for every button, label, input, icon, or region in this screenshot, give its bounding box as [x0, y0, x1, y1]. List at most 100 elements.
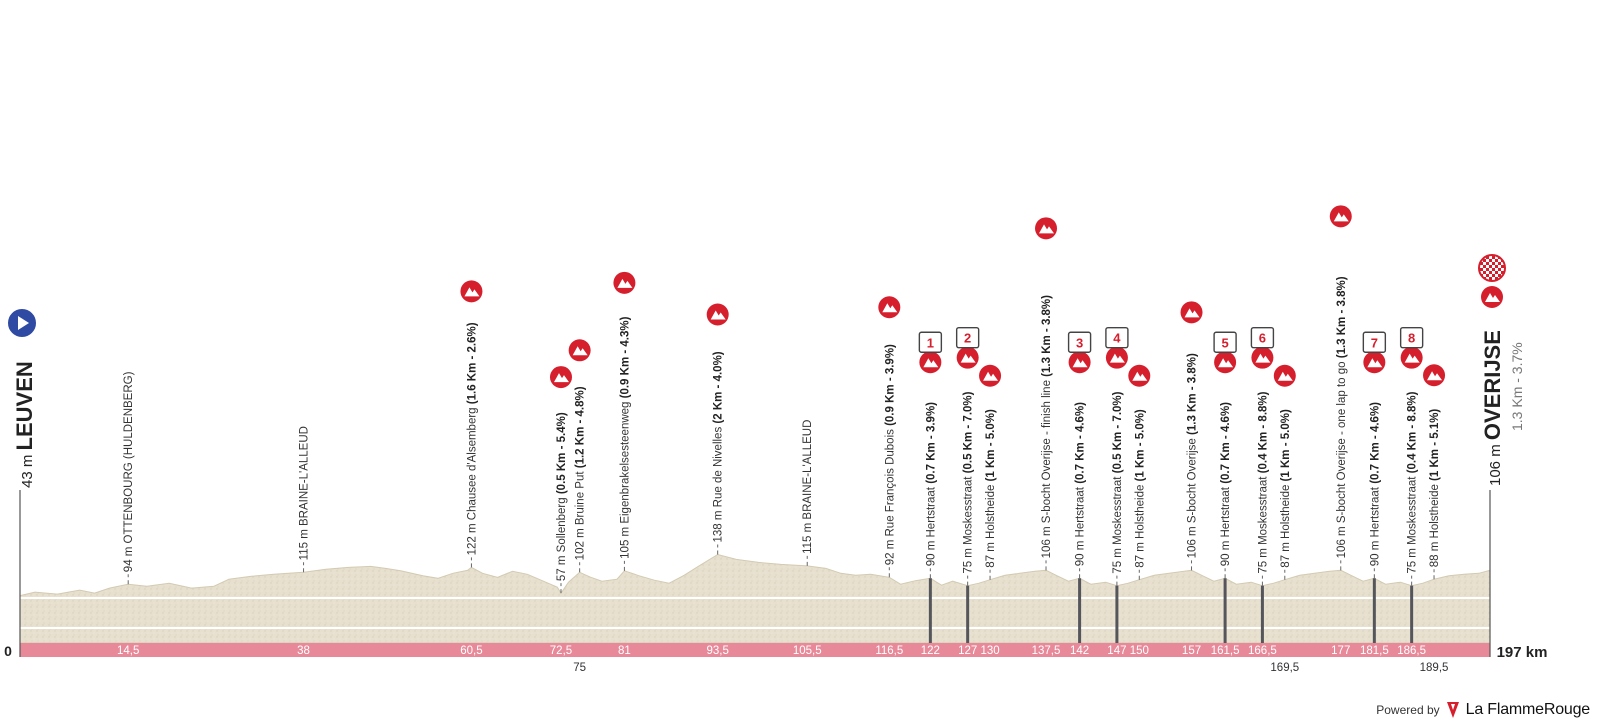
waypoint-label: 87 m Holstheide (1 Km - 5.0%): [1134, 409, 1146, 568]
waypoint-climb-name: 75 m Moskesstraat: [1407, 473, 1419, 573]
waypoint-label: 138 m Rue de Nivelles (2 Km - 4.0%): [713, 351, 725, 542]
waypoint-climb-name: 105 m Eigenbrakelsesteenweg: [619, 398, 631, 558]
mountain-icon: [1404, 353, 1420, 363]
mountain-icon: [1039, 224, 1055, 234]
waypoint-2: 122 m Chausee d'Alsemberg (1.6 Km - 2.6%…: [460, 280, 483, 568]
lap-badge-box: [918, 331, 943, 353]
finish-flag-circle: [1478, 254, 1506, 282]
waypoint-3: 57 m Sollenberg (0.5 Km - 5.4%): [549, 366, 572, 594]
mountain-icon: [553, 373, 569, 383]
cobble-sector-bar: [1115, 585, 1119, 643]
waypoint-1: 115 m BRAINE-L'ALLEUD: [299, 426, 311, 573]
waypoint-7: 115 m BRAINE-L'ALLEUD: [802, 420, 814, 566]
waypoint-label: 75 m Moskesstraat (0.5 Km - 7.0%): [1112, 391, 1124, 573]
finish-climb-marker-icon: [1481, 286, 1503, 308]
distance-tick-label: 186,5: [1397, 645, 1426, 657]
lap-badge-number: 5: [1221, 335, 1228, 350]
waypoint-climb-name: 87 m Holstheide: [985, 481, 997, 567]
waypoint-label: 87 m Holstheide (1 Km - 5.0%): [985, 409, 997, 568]
waypoint-climb-stats: (1.3 Km - 3.8%): [1041, 295, 1053, 377]
climb-marker-icon: [1400, 346, 1423, 369]
waypoint-climb-name: 106 m S-bocht Overijse - one lap to go: [1336, 358, 1348, 558]
play-arrow-icon: [18, 316, 29, 330]
distance-tick-label: 72,5: [550, 645, 572, 657]
waypoint-climb-stats: (0.7 Km - 3.9%): [925, 402, 937, 484]
waypoint-climb-name: 90 m Hertstraat: [1075, 484, 1087, 566]
finish-altitude: 106 m: [1487, 440, 1504, 486]
distance-tick-label: 116,5: [875, 645, 903, 657]
climb-marker-icon: [956, 346, 979, 369]
mountain-icon: [1072, 358, 1088, 368]
waypoint-label: 102 m Bruine Put (1.2 Km - 4.8%): [575, 386, 587, 560]
climb-marker-icon: [1423, 364, 1446, 387]
climb-marker-icon: [979, 364, 1002, 387]
lap-badge-box: [1213, 331, 1237, 353]
climb-marker-icon: [613, 271, 636, 294]
waypoint-climb-name: 75 m Moskesstraat: [963, 473, 975, 573]
distance-start-label: 0: [4, 643, 12, 659]
waypoint-10: 75 m Moskesstraat (0.5 Km - 7.0%) 2: [955, 326, 980, 643]
mountain-icon: [1132, 371, 1148, 381]
waypoint-12: 106 m S-bocht Overijse - finish line (1.…: [1035, 217, 1058, 571]
waypoint-label: 122 m Chausee d'Alsemberg (1.6 Km - 2.6%…: [466, 322, 478, 555]
waypoint-climb-stats: (1 Km - 5.0%): [1280, 409, 1292, 481]
waypoint-climb-stats: (0.5 Km - 7.0%): [963, 391, 975, 473]
cobble-sector-bar: [1410, 585, 1414, 643]
waypoint-climb-stats: (1 Km - 5.1%): [1429, 409, 1441, 481]
distance-baseline-strip: [20, 643, 1490, 657]
mountain-icon: [1109, 353, 1125, 363]
lap-badge-box: [955, 326, 980, 349]
waypoint-climb-stats: (0.4 Km - 8.8%): [1257, 391, 1269, 473]
mountain-icon: [617, 278, 633, 288]
waypoint-15: 87 m Holstheide (1 Km - 5.0%): [1128, 364, 1151, 580]
waypoint-climb-name: 75 m Moskesstraat: [1112, 473, 1124, 573]
distance-finish-label: 197 km: [1497, 644, 1548, 661]
waypoint-climb-name: 90 m Hertstraat: [925, 484, 937, 566]
lap-badge-number: 2: [964, 331, 971, 346]
distance-tick-label: 127: [958, 645, 977, 657]
climb-marker-icon: [1180, 301, 1203, 324]
waypoint-climb-stats: (1.3 Km - 3.8%): [1336, 276, 1348, 358]
distance-tick-label: 122: [921, 645, 940, 657]
waypoint-22: 75 m Moskesstraat (0.4 Km - 8.8%) 8: [1399, 326, 1424, 643]
waypoint-place-text: 115 m BRAINE-L'ALLEUD: [299, 426, 311, 560]
waypoint-label: 90 m Hertstraat (0.7 Km - 4.6%): [1075, 402, 1087, 566]
cobble-sector-bar: [928, 578, 932, 643]
mountain-icon: [1255, 353, 1271, 363]
waypoint-label: 106 m S-bocht Overijse - one lap to go (…: [1336, 276, 1348, 558]
lap-badge-box: [1105, 326, 1129, 349]
finish-town: OVERIJSE: [1480, 330, 1505, 440]
waypoint-label: 90 m Hertstraat (0.7 Km - 4.6%): [1369, 402, 1381, 566]
climb-marker-icon: [1329, 205, 1352, 228]
waypoint-5: 105 m Eigenbrakelsesteenweg (0.9 Km - 4.…: [613, 271, 636, 571]
finish-climb-info: 1.3 Km - 3.7%: [1509, 342, 1525, 431]
lap-badge: 2: [955, 326, 980, 349]
waypoint-13: 90 m Hertstraat (0.7 Km - 4.6%) 3: [1067, 331, 1092, 643]
waypoint-climb-stats: (0.7 Km - 4.6%): [1220, 402, 1232, 484]
cobble-sector-bar: [1260, 585, 1264, 643]
waypoint-label: 115 m BRAINE-L'ALLEUD: [802, 420, 814, 554]
distance-tick-label: 38: [297, 645, 310, 657]
cobble-sector-bar: [1078, 578, 1082, 643]
mountain-icon: [1218, 358, 1234, 368]
waypoint-climb-stats: (1.2 Km - 4.8%): [575, 386, 587, 468]
lap-badge: 5: [1213, 331, 1237, 353]
climb-marker-icon: [706, 303, 729, 326]
waypoint-climb-stats: (2 Km - 4.0%): [713, 351, 725, 423]
waypoint-label: 90 m Hertstraat (0.7 Km - 3.9%): [925, 402, 937, 566]
waypoint-label: 115 m BRAINE-L'ALLEUD: [299, 426, 311, 560]
mountain-icon: [983, 371, 999, 381]
waypoint-climb-name: 122 m Chausee d'Alsemberg: [466, 404, 478, 555]
waypoint-label: 87 m Holstheide (1 Km - 5.0%): [1280, 409, 1292, 568]
finish-label: 106 m OVERIJSE: [1480, 330, 1505, 486]
brand-label: La FlammeRouge: [1465, 701, 1591, 718]
climb-marker-icon: [568, 339, 591, 362]
waypoint-climb-name: 57 m Sollenberg: [556, 494, 568, 581]
waypoint-23: 88 m Holstheide (1 Km - 5.1%): [1423, 364, 1446, 580]
lap-badge-box: [1399, 326, 1424, 349]
lap-badge-number: 6: [1259, 331, 1266, 346]
waypoint-climb-name: 75 m Moskesstraat: [1257, 473, 1269, 573]
waypoint-17: 90 m Hertstraat (0.7 Km - 4.6%) 5: [1213, 331, 1237, 643]
distance-tick-label: 181,5: [1360, 645, 1389, 657]
